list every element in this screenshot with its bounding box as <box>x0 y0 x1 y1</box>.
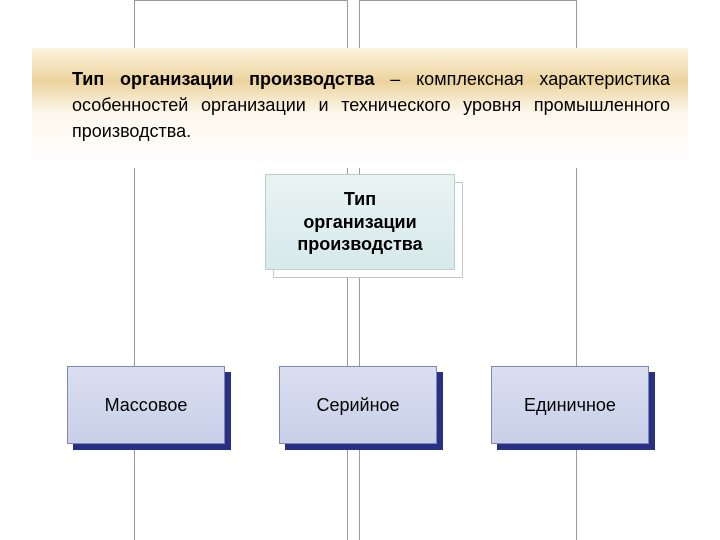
category-label: Единичное <box>524 395 616 416</box>
category-label: Массовое <box>105 395 188 416</box>
category-label: Серийное <box>316 395 399 416</box>
category-box-1: Серийное <box>279 366 437 444</box>
center-node: Тип организации производства <box>265 174 455 270</box>
definition-term: Тип организации производства <box>72 69 375 89</box>
center-node-label: Тип организации производства <box>297 188 422 256</box>
category-box-0: Массовое <box>67 366 225 444</box>
category-box-2: Единичное <box>491 366 649 444</box>
definition-band: Тип организации производства – комплексн… <box>32 48 688 168</box>
definition-separator: – <box>375 69 417 89</box>
